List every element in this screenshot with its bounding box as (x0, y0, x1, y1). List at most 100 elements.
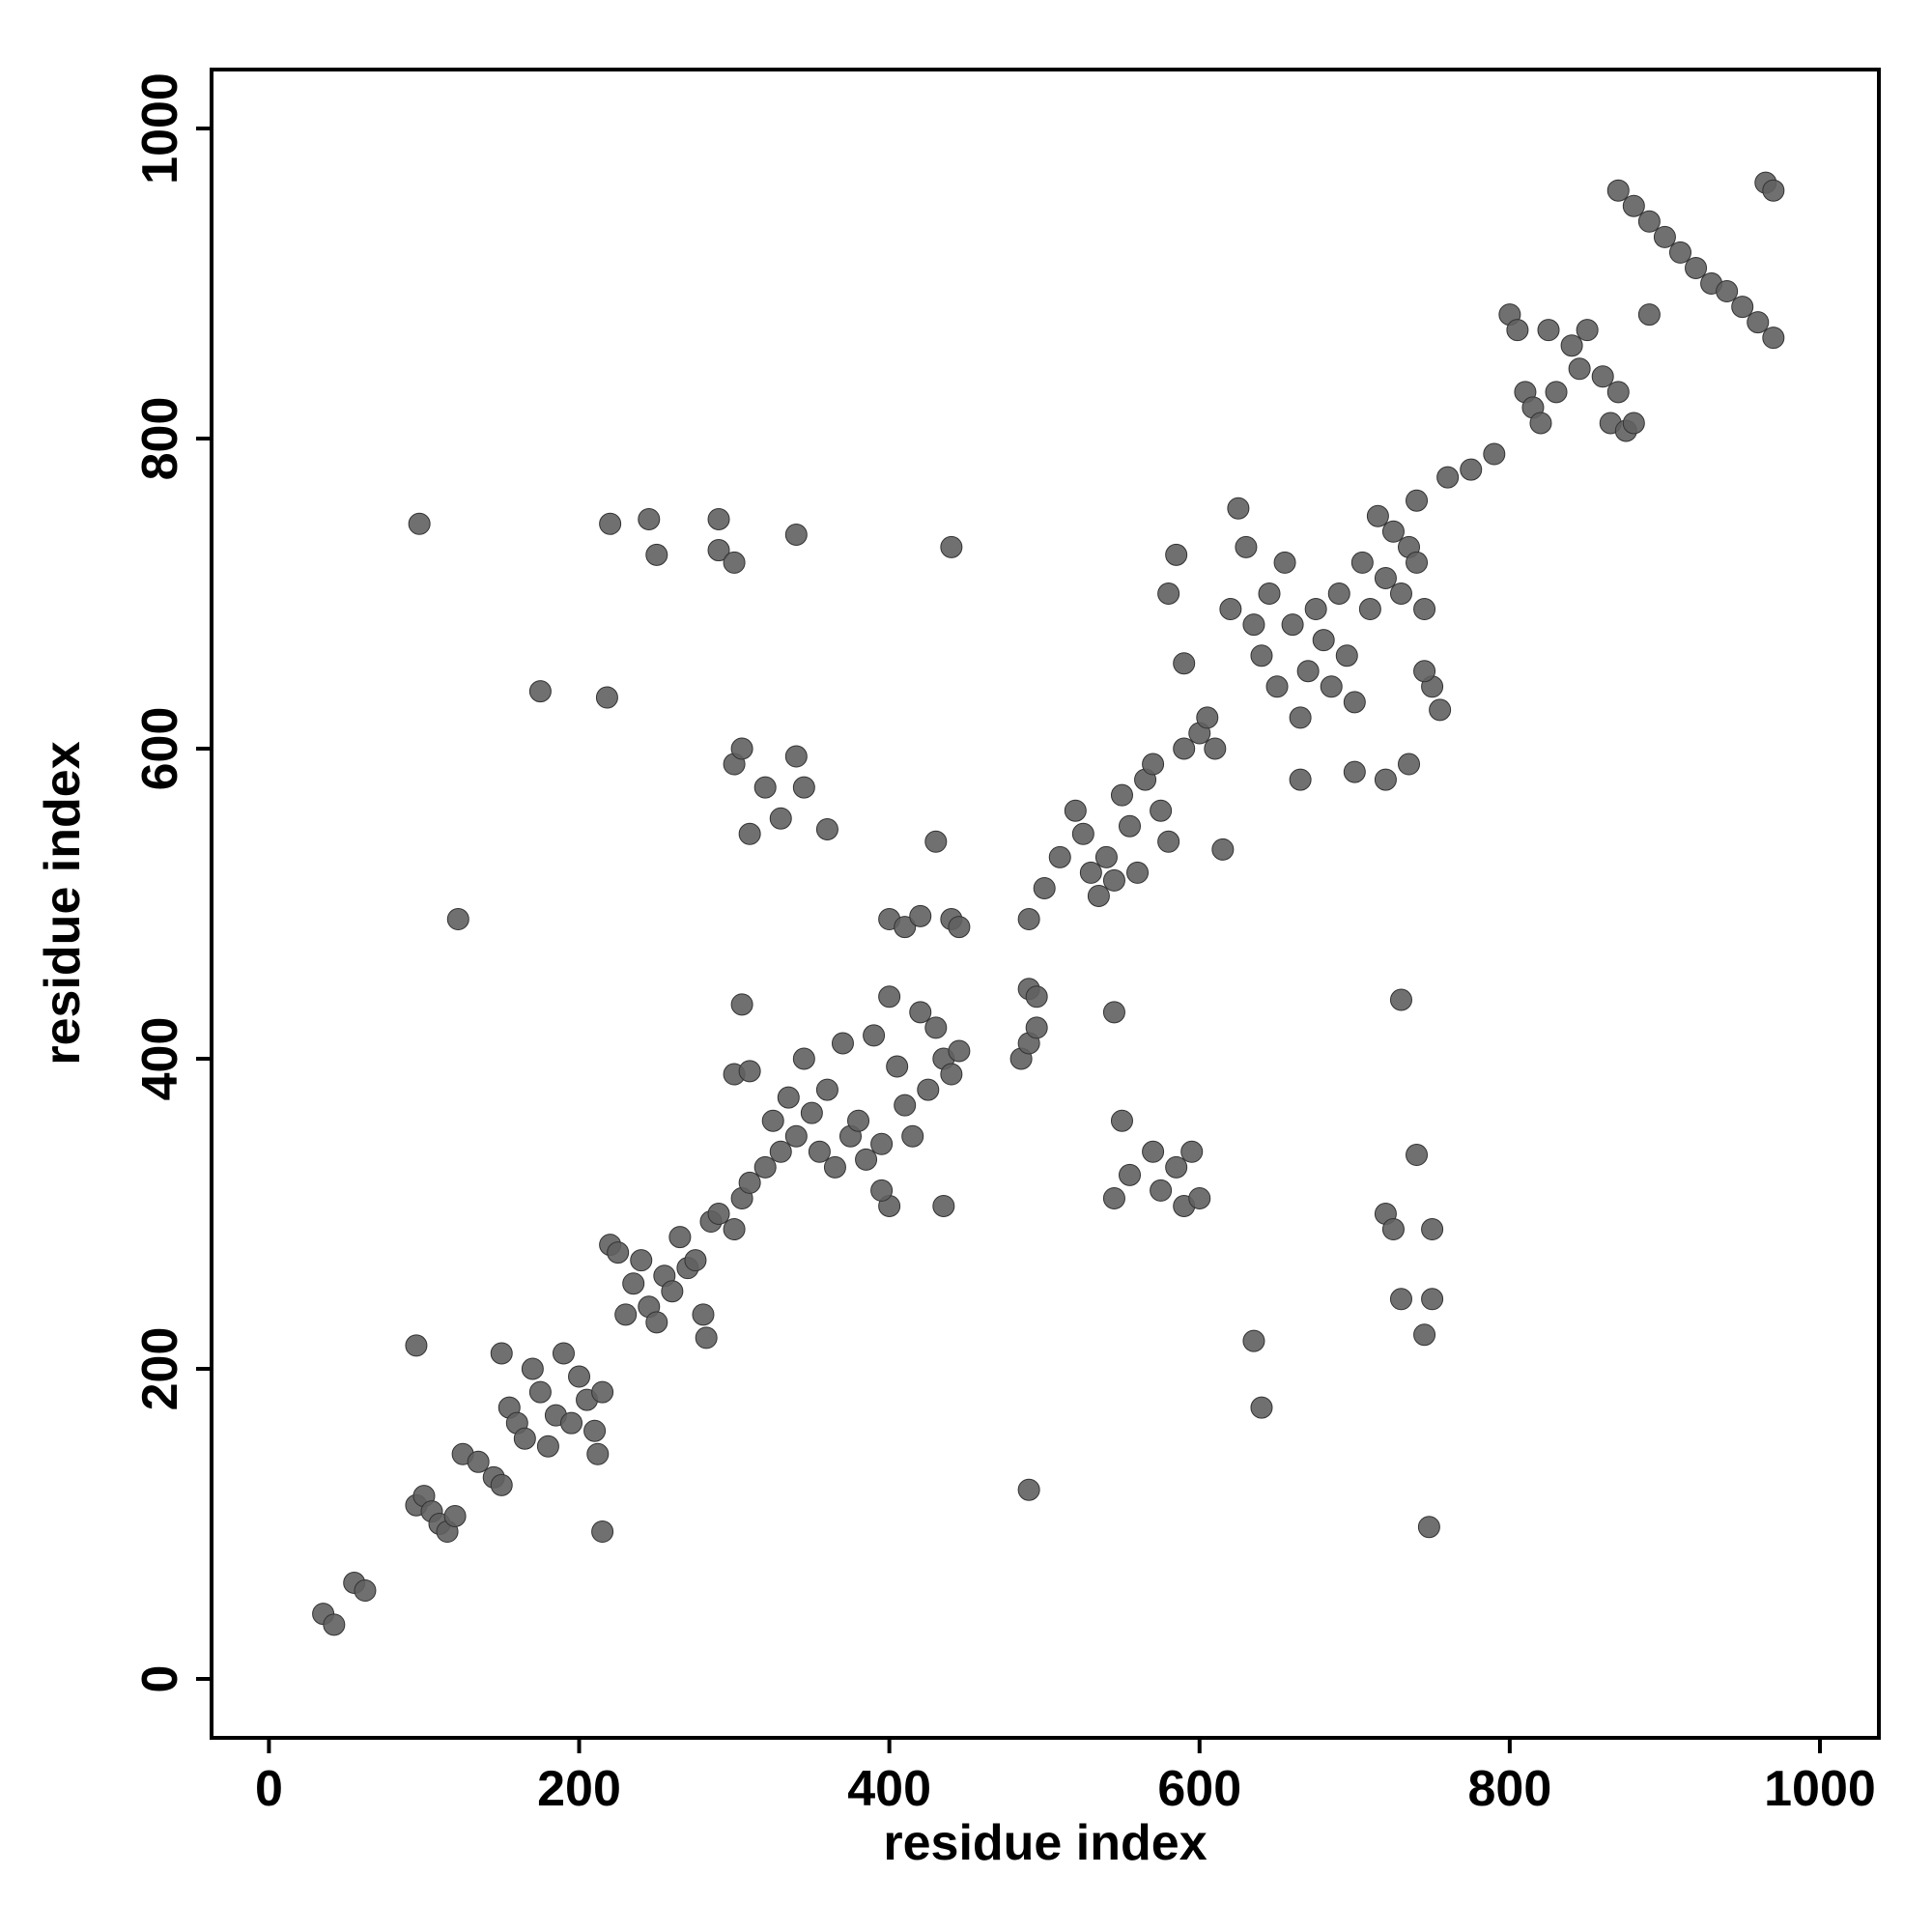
point (1017, 1478, 1040, 1501)
point (630, 1249, 653, 1272)
point (1637, 210, 1661, 233)
point (1188, 1186, 1211, 1209)
x-tick-label: 400 (847, 1761, 931, 1817)
point (1102, 1001, 1125, 1024)
point (1258, 582, 1281, 605)
point (1381, 520, 1405, 543)
point (1235, 535, 1258, 558)
point (1762, 327, 1785, 350)
point (586, 1442, 610, 1465)
point (1429, 698, 1452, 722)
point (1150, 799, 1173, 822)
point (1560, 334, 1583, 357)
point (1436, 466, 1460, 489)
point (823, 1155, 846, 1179)
point (1335, 644, 1358, 668)
point (886, 1055, 909, 1078)
point (490, 1473, 513, 1496)
point (792, 776, 815, 799)
point (1173, 652, 1196, 675)
point (815, 1078, 838, 1101)
point (1242, 613, 1265, 637)
point (1150, 1179, 1173, 1202)
point (1421, 1218, 1444, 1241)
point (1731, 296, 1754, 319)
point (1119, 1163, 1142, 1186)
point (1289, 706, 1312, 729)
point (1211, 838, 1235, 861)
point (354, 1579, 377, 1603)
point (707, 507, 730, 530)
point (1568, 357, 1591, 381)
point (1389, 1288, 1412, 1311)
point (1204, 737, 1227, 760)
point (1033, 876, 1056, 899)
point (1350, 551, 1374, 574)
point (645, 1311, 668, 1334)
point (1622, 194, 1645, 217)
point (1374, 566, 1397, 589)
point (638, 507, 661, 530)
point (405, 1334, 428, 1357)
point (1389, 988, 1412, 1011)
point (599, 512, 622, 535)
y-tick-label: 1000 (132, 72, 188, 185)
point (684, 1249, 707, 1272)
point (1180, 1140, 1204, 1163)
y-axis-label: residue index (35, 741, 91, 1065)
point (940, 1063, 963, 1086)
point (800, 1101, 823, 1124)
point (1406, 489, 1429, 512)
point (614, 1303, 638, 1326)
point (738, 1060, 761, 1083)
point (1417, 1516, 1440, 1539)
point (528, 680, 552, 703)
point (1025, 1016, 1048, 1039)
point (645, 543, 668, 566)
point (792, 1047, 815, 1070)
point (661, 1280, 684, 1303)
point (777, 1086, 800, 1109)
point (924, 1016, 948, 1039)
point (446, 908, 469, 931)
point (723, 1218, 746, 1241)
point (1421, 1288, 1444, 1311)
point (1545, 381, 1568, 404)
point (769, 1140, 792, 1163)
point (948, 1039, 971, 1063)
point (738, 1171, 761, 1194)
point (738, 822, 761, 845)
point (1406, 1144, 1429, 1167)
plot-frame (210, 68, 1881, 1740)
point (1606, 179, 1630, 202)
point (1622, 412, 1645, 435)
point (1157, 582, 1180, 605)
point (707, 539, 730, 562)
x-tick-label: 800 (1467, 1761, 1551, 1817)
point (622, 1272, 645, 1295)
point (1506, 319, 1529, 342)
point (878, 985, 901, 1009)
point (855, 1148, 878, 1171)
point (901, 1124, 924, 1148)
point (552, 1342, 575, 1365)
point (769, 807, 792, 830)
point (1087, 884, 1110, 907)
point (730, 737, 753, 760)
point (1227, 497, 1250, 520)
point (1413, 660, 1436, 683)
point (1460, 458, 1483, 481)
point (1591, 365, 1614, 388)
point (591, 1380, 614, 1404)
point (1653, 225, 1676, 248)
point (932, 1194, 955, 1217)
x-tick-label: 200 (537, 1761, 621, 1817)
point (1716, 280, 1739, 303)
point (1327, 582, 1350, 605)
point (730, 993, 753, 1016)
x-tick-label: 600 (1157, 1761, 1241, 1817)
point (490, 1342, 513, 1365)
point (1389, 582, 1412, 605)
point (1606, 381, 1630, 404)
point (894, 916, 917, 939)
